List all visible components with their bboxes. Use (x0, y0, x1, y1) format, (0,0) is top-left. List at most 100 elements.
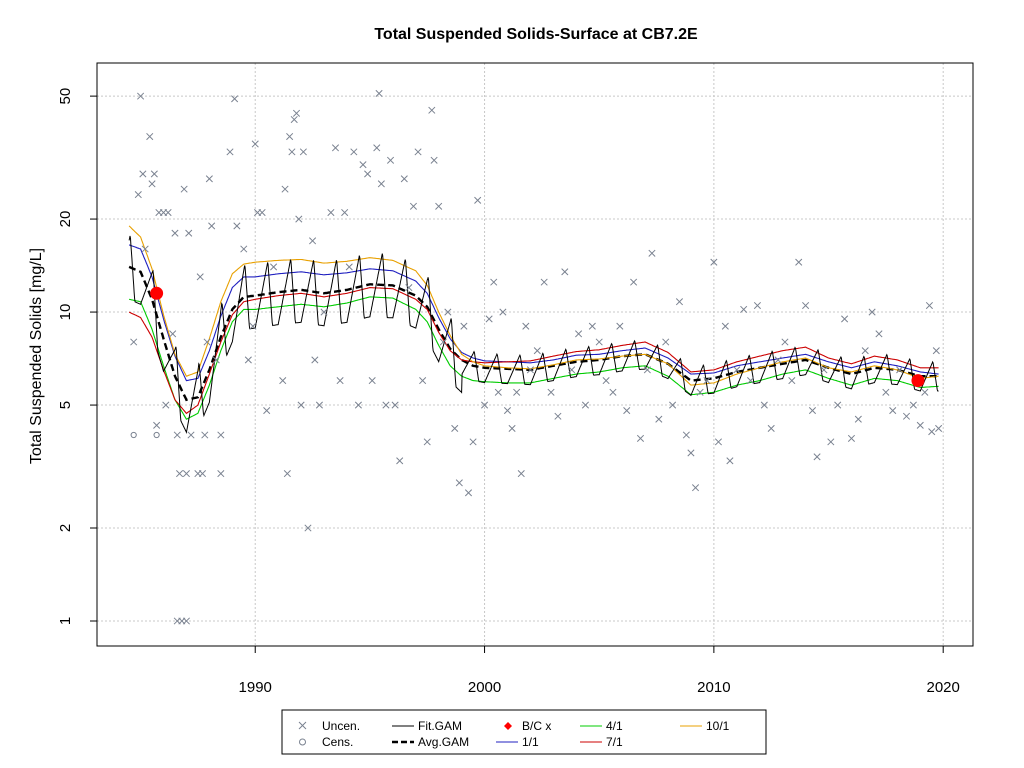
legend-symbol-cens (299, 738, 306, 746)
uncensored-point (916, 421, 924, 429)
uncensored-point (675, 298, 684, 306)
uncensored-point (270, 263, 278, 271)
uncensored-point (331, 144, 340, 152)
uncensored-point (474, 196, 482, 204)
uncensored-point (616, 322, 624, 330)
uncensored-point (171, 229, 179, 237)
uncensored-point (185, 229, 193, 237)
y-tick-label: 50 (57, 88, 74, 105)
uncensored-point (444, 308, 452, 316)
legend-label-m1: 1/1 (522, 735, 539, 749)
legend-item-uncen: Uncen. (298, 719, 360, 733)
uncensored-point (231, 95, 239, 103)
uncensored-point (588, 322, 596, 330)
uncensored-point (368, 377, 376, 385)
uncensored-point (925, 301, 933, 310)
uncensored-point (721, 322, 729, 330)
legend-label-uncen: Uncen. (322, 719, 360, 733)
uncensored-point (130, 338, 138, 346)
uncensored-point (522, 322, 530, 330)
uncensored-point (902, 412, 911, 420)
uncensored-point (244, 356, 252, 364)
y-tick-label: 1 (57, 617, 74, 625)
uncensored-point (354, 401, 362, 409)
legend-item-avg: Avg.GAM (392, 735, 469, 749)
uncensored-point (217, 431, 225, 439)
uncensored-point (469, 438, 477, 446)
uncensored-point (691, 484, 700, 492)
legend-label-fit: Fit.GAM (418, 719, 462, 733)
legend-label-bc: B/C x (522, 719, 551, 733)
uncensored-point (428, 106, 436, 114)
series-line-m4 (129, 296, 939, 420)
uncensored-point (233, 222, 241, 230)
uncensored-point (153, 421, 161, 429)
uncensored-point (400, 175, 408, 183)
legend-symbol-bc (504, 722, 512, 730)
uncensored-point (295, 215, 303, 223)
legend-item-m7: 7/1 (580, 735, 623, 749)
uncensored-point (726, 457, 734, 465)
uncensored-point (847, 434, 856, 442)
uncensored-point (258, 208, 266, 217)
uncensored-point (841, 315, 849, 323)
uncensored-point (386, 156, 395, 164)
uncensored-point (375, 89, 383, 98)
uncensored-point (494, 388, 502, 396)
uncensored-point (430, 156, 438, 164)
uncensored-point (146, 132, 154, 141)
uncensored-point (451, 424, 459, 433)
uncensored-point (932, 347, 940, 355)
uncensored-point (182, 470, 190, 478)
uncensored-point (405, 284, 413, 292)
legend-box (281, 709, 767, 755)
series-line-m10 (128, 225, 939, 386)
uncensored-point (419, 377, 427, 385)
uncensored-point (396, 457, 404, 465)
uncensored-point (636, 434, 645, 442)
uncensored-point (196, 273, 204, 281)
uncensored-point (696, 388, 704, 396)
legend-label-avg: Avg.GAM (418, 735, 469, 749)
uncensored-point (767, 424, 775, 433)
x-tick-label: 2020 (927, 679, 960, 696)
uncensored-point (861, 347, 869, 355)
uncensored-point (554, 412, 562, 420)
uncensored-point (733, 366, 741, 374)
uncensored-point (208, 222, 216, 230)
series-line-avg (128, 265, 939, 402)
uncensored-point (485, 315, 493, 323)
uncensored-point (753, 301, 761, 310)
uncensored-point (827, 438, 835, 446)
plot-frame (96, 62, 974, 647)
uncensored-point (788, 377, 796, 385)
uncensored-point (795, 258, 803, 266)
uncensored-point (581, 401, 590, 409)
uncensored-point (909, 401, 917, 409)
uncensored-point (382, 401, 390, 409)
legend-item-fit: Fit.GAM (392, 719, 462, 733)
uncensored-point (921, 388, 929, 396)
uncensored-point (391, 401, 399, 409)
uncensored-point (205, 175, 213, 183)
uncensored-point (373, 144, 381, 152)
series-line-m7 (128, 287, 939, 415)
uncensored-point (513, 388, 521, 396)
legend-item-m10: 10/1 (680, 719, 730, 733)
uncensored-point (687, 449, 695, 457)
uncensored-point (176, 470, 184, 478)
y-tick-label: 5 (57, 401, 74, 409)
uncensored-point (320, 308, 328, 316)
uncensored-point (928, 428, 936, 436)
uncensored-point (517, 470, 525, 478)
uncensored-point (304, 524, 312, 532)
uncensored-point (187, 431, 195, 439)
uncensored-point (162, 401, 170, 409)
x-tick-label: 1990 (239, 679, 272, 696)
uncensored-point (423, 438, 431, 446)
uncensored-point (169, 330, 177, 338)
chart-title: Total Suspended Solids-Surface at CB7.2E (374, 26, 698, 43)
uncensored-point (217, 470, 225, 478)
uncensored-point (490, 278, 498, 286)
uncensored-point (875, 330, 883, 338)
